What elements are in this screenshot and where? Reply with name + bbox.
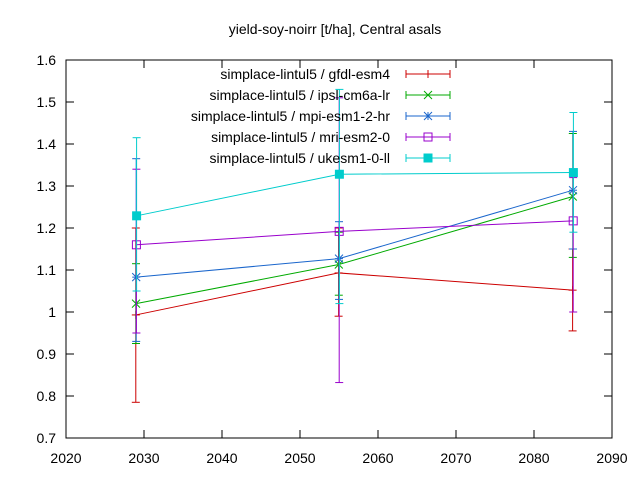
data-point [424,70,432,78]
data-point [132,211,142,221]
legend-item: simplace-lintul5 / ukesm1-0-ll [209,150,451,166]
point-mark [423,111,433,121]
legend-label: simplace-lintul5 / ipsl-cm6a-lr [210,87,391,103]
x-tick-label: 2060 [362,450,393,466]
data-point [568,286,577,295]
series-5 [132,88,578,305]
legend-label: simplace-lintul5 / mpi-esm1-2-hr [191,108,391,124]
legend-item: simplace-lintul5 / mri-esm2-0 [211,129,451,145]
series-line [136,189,574,278]
y-tick-label: 1.6 [37,52,57,68]
y-tick-label: 1.1 [37,262,57,278]
point-mark [423,90,433,100]
data-point [423,111,433,121]
x-tick-label: 2050 [284,450,315,466]
x-tick-label: 2040 [206,450,237,466]
point-mark [334,169,344,179]
point-mark [423,153,433,163]
y-tick-label: 0.9 [37,346,57,362]
y-tick-label: 1.3 [37,178,57,194]
y-tick-label: 0.7 [37,430,57,446]
series-line [135,196,573,305]
chart-title: yield-soy-noirr [t/ha], Central asals [229,21,441,37]
y-tick-label: 1.2 [37,220,57,236]
x-tick-label: 2080 [518,450,549,466]
legend-label: simplace-lintul5 / gfdl-esm4 [220,66,390,82]
legend-item: simplace-lintul5 / ipsl-cm6a-lr [210,87,451,103]
data-point [423,132,433,142]
series-line [135,272,573,316]
legend-item: simplace-lintul5 / gfdl-esm4 [220,66,451,82]
x-tick-label: 2030 [128,450,159,466]
x-tick-label: 2020 [50,450,81,466]
y-tick-label: 1.5 [37,94,57,110]
x-tick-label: 2070 [440,450,471,466]
y-tick-label: 1.4 [37,136,57,152]
point-mark [132,211,142,221]
legend-label: simplace-lintul5 / mri-esm2-0 [211,129,390,145]
legend-item: simplace-lintul5 / mpi-esm1-2-hr [191,108,451,124]
plot-frame [65,59,613,439]
data-point [423,153,433,163]
point-mark [423,132,433,142]
y-tick-label: 1 [48,304,56,320]
x-tick-label: 2090 [596,450,627,466]
data-point [334,169,344,179]
legend-label: simplace-lintul5 / ukesm1-0-ll [209,150,390,166]
series-line [136,220,574,246]
data-point [423,90,433,100]
point-mark [568,168,578,178]
data-point [568,168,578,178]
y-tick-label: 0.8 [37,388,57,404]
